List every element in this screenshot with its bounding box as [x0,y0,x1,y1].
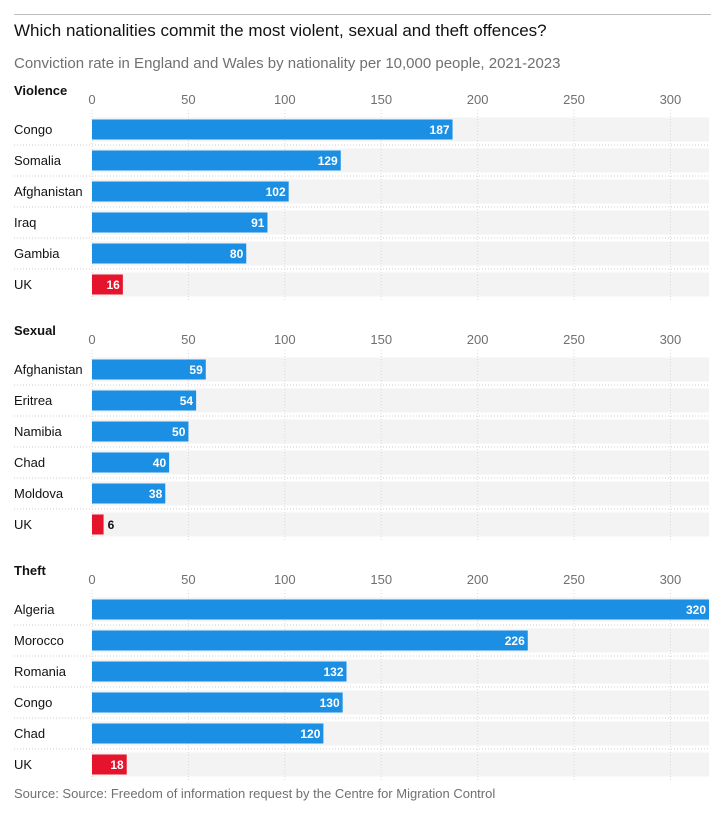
bar-afghanistan [92,181,289,202]
tick-label: 0 [88,572,95,587]
bar-congo [92,119,453,140]
category-label: Iraq [14,215,36,230]
tick-label: 100 [274,332,296,347]
value-label: 54 [180,394,194,408]
value-label: 91 [251,216,265,230]
bar-uk [92,514,104,535]
bar-gambia [92,243,247,264]
bar-eritrea [92,390,197,411]
tick-label: 200 [467,332,489,347]
category-label: Morocco [14,633,64,648]
value-label: 129 [318,154,338,168]
category-label: Somalia [14,153,62,168]
bar-chad [92,452,170,473]
value-label: 102 [266,185,286,199]
category-label: Moldova [14,486,64,501]
tick-label: 50 [181,572,195,587]
value-label: 59 [189,363,203,377]
category-label: Romania [14,664,67,679]
bar-morocco [92,630,528,651]
bar-afghanistan [92,359,206,380]
bar-romania [92,661,347,682]
bar-namibia [92,421,189,442]
bar-chad [92,723,324,744]
tick-label: 100 [274,572,296,587]
category-label: Afghanistan [14,184,83,199]
category-label: Chad [14,455,45,470]
tick-label: 100 [274,92,296,107]
panel-title: Theft [14,563,46,578]
tick-label: 250 [563,332,585,347]
row-band [92,272,709,297]
panel-title: Sexual [14,323,56,338]
tick-label: 300 [660,92,682,107]
tick-label: 150 [370,332,392,347]
row-band [92,512,709,537]
tick-label: 200 [467,572,489,587]
value-label: 226 [505,634,525,648]
value-label: 130 [320,696,340,710]
row-band [92,481,709,506]
value-label: 187 [430,123,450,137]
category-label: Congo [14,695,52,710]
category-label: Afghanistan [14,362,83,377]
category-label: Chad [14,726,45,741]
category-label: Algeria [14,602,55,617]
chart-title: Which nationalities commit the most viol… [14,21,547,40]
tick-label: 150 [370,92,392,107]
panel-sexual: Sexual 0 50 100 150 200 250 300 Afghanistan 59 Eri… [14,323,709,540]
category-label: Namibia [14,424,62,439]
bar-uk [92,754,127,775]
category-label: Gambia [14,246,60,261]
category-label: UK [14,277,32,292]
value-label: 320 [686,603,706,617]
tick-label: 50 [181,92,195,107]
tick-label: 300 [660,332,682,347]
bar-algeria [92,599,709,620]
value-label: 18 [110,758,124,772]
tick-label: 250 [563,572,585,587]
bar-uk [92,274,123,295]
bar-congo [92,692,343,713]
tick-label: 150 [370,572,392,587]
panel-violence: Violence 0 50 100 150 200 250 300 Congo 187 Somali… [14,83,709,300]
bar-iraq [92,212,268,233]
row-band [92,450,709,475]
tick-label: 0 [88,332,95,347]
value-label: 132 [323,665,343,679]
value-label: 50 [172,425,186,439]
value-label: 38 [149,487,163,501]
value-label: 6 [108,518,115,532]
value-label: 80 [230,247,244,261]
row-band [92,419,709,444]
bar-somalia [92,150,341,171]
category-label: Congo [14,122,52,137]
category-label: UK [14,517,32,532]
chart-subtitle: Conviction rate in England and Wales by … [14,55,561,72]
tick-label: 300 [660,572,682,587]
tick-label: 50 [181,332,195,347]
source-note: Source: Source: Freedom of information r… [14,786,496,801]
tick-label: 0 [88,92,95,107]
panel-theft: Theft 0 50 100 150 200 250 300 Algeria 320 Morocco… [14,563,709,780]
value-label: 40 [153,456,167,470]
category-label: Eritrea [14,393,53,408]
value-label: 120 [300,727,320,741]
value-label: 16 [106,278,120,292]
bar-moldova [92,483,166,504]
tick-label: 250 [563,92,585,107]
row-band [92,752,709,777]
panel-title: Violence [14,83,67,98]
tick-label: 200 [467,92,489,107]
top-rule [14,14,711,15]
category-label: UK [14,757,32,772]
